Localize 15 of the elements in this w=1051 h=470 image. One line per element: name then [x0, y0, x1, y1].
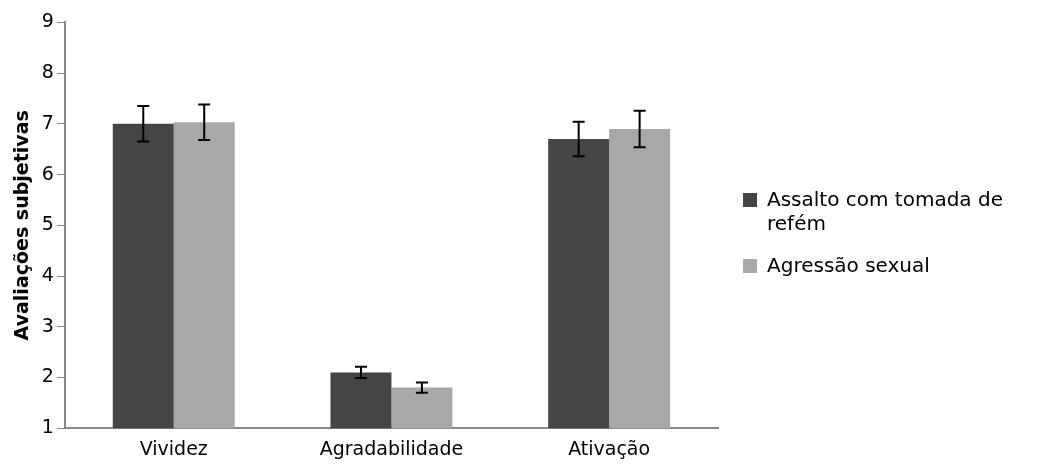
y-axis-title: Avaliações subjetivas [10, 110, 33, 341]
legend-label: Assalto com tomada de refém [767, 186, 1004, 235]
y-tick-label: 3 [41, 313, 54, 336]
y-tick-label: 7 [41, 110, 54, 133]
x-tick-label: Ativação [568, 436, 651, 459]
y-tick-label: 1 [41, 415, 54, 438]
x-tick-label: Vividez [139, 436, 208, 459]
y-tick-label: 6 [41, 161, 54, 184]
y-tick-label: 4 [41, 262, 54, 285]
y-tick-label: 9 [41, 9, 54, 32]
y-tick-label: 8 [41, 60, 54, 83]
y-tick-label: 5 [41, 212, 54, 235]
y-tick-label: 2 [41, 364, 54, 387]
legend-label: Agressão sexual [767, 252, 930, 277]
x-tick-label: Agradabilidade [319, 436, 464, 459]
